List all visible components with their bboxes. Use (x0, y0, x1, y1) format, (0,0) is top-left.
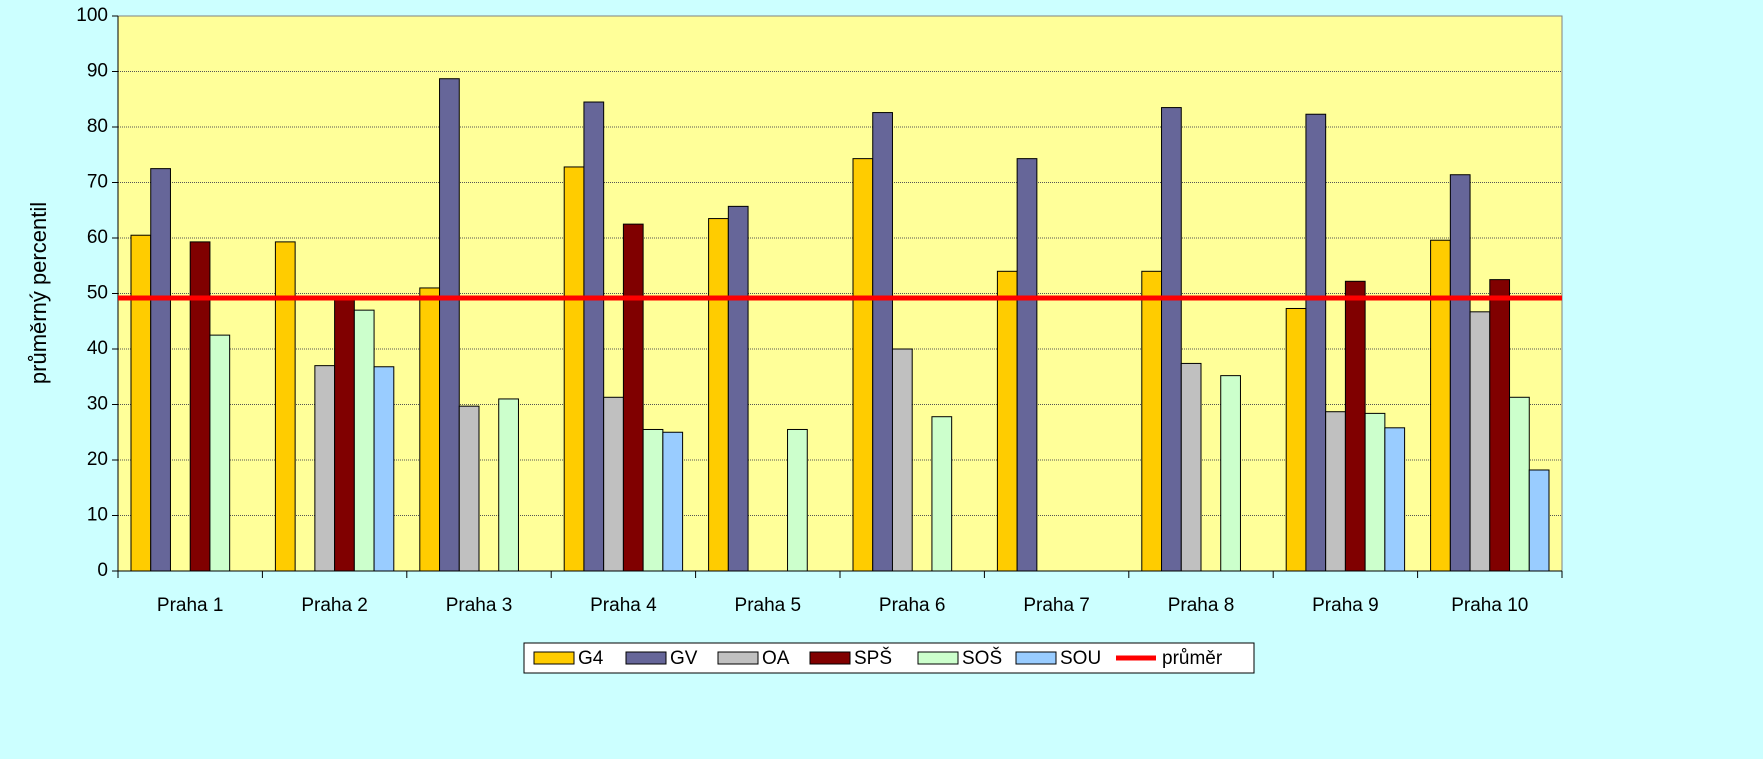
bar (1469, 311, 1491, 572)
bar (1344, 280, 1366, 572)
bar (150, 168, 171, 572)
bar (1528, 469, 1550, 572)
bar (373, 366, 395, 572)
x-tick-label: Praha 4 (590, 595, 657, 616)
y-tick-label: 10 (87, 505, 108, 526)
bar (563, 166, 585, 572)
bar (642, 428, 664, 572)
bar (1285, 307, 1307, 572)
legend-label: GV (670, 648, 698, 669)
y-tick-label: 60 (87, 227, 108, 248)
bar (603, 396, 624, 572)
legend-label: SOŠ (962, 647, 1002, 669)
bar (1489, 279, 1511, 572)
bar (931, 416, 953, 572)
legend-swatch (533, 651, 575, 665)
y-tick-label: 30 (87, 394, 108, 415)
bar (274, 241, 296, 572)
legend-swatch (917, 651, 959, 665)
y-tick-label: 20 (87, 449, 108, 470)
legend-label: SOU (1060, 648, 1101, 669)
bar (1161, 107, 1182, 572)
y-tick-label: 50 (87, 283, 108, 304)
bar (209, 334, 231, 572)
bar (334, 298, 355, 572)
bar (1449, 174, 1471, 572)
x-tick-label: Praha 9 (1312, 595, 1379, 616)
bar (130, 234, 152, 572)
bar (583, 101, 605, 572)
y-tick-label: 90 (87, 61, 108, 82)
bar (439, 78, 460, 572)
bar (852, 158, 874, 572)
bar (498, 398, 519, 572)
bar (708, 218, 729, 572)
bar (314, 365, 336, 572)
bar (1305, 113, 1327, 572)
x-tick-label: Praha 10 (1451, 595, 1528, 616)
legend-label: G4 (578, 648, 604, 669)
x-tick-label: Praha 7 (1023, 595, 1090, 616)
y-tick-label: 80 (87, 116, 108, 137)
bar (1016, 158, 1038, 572)
bar (662, 431, 684, 572)
bar (1509, 396, 1530, 572)
legend-swatch (1015, 651, 1057, 665)
bar (419, 287, 441, 572)
bar (1325, 411, 1346, 572)
bar (727, 205, 749, 572)
bar (787, 428, 808, 572)
y-tick-label: 0 (97, 560, 108, 581)
y-tick-label: 100 (76, 5, 108, 26)
y-tick-label: 40 (87, 338, 108, 359)
x-tick-label: Praha 2 (301, 595, 368, 616)
legend-swatch (809, 651, 851, 665)
legend-label: průměr (1162, 648, 1223, 669)
x-tick-label: Praha 8 (1168, 595, 1235, 616)
bar (996, 270, 1018, 572)
x-tick-label: Praha 1 (157, 595, 224, 616)
bar (872, 112, 893, 572)
bar (458, 405, 480, 572)
bar (189, 241, 211, 572)
legend-label: OA (762, 648, 790, 669)
x-tick-label: Praha 3 (446, 595, 513, 616)
y-axis-label: průměrný percentil (26, 202, 51, 384)
legend-swatch (625, 651, 667, 665)
bar (622, 223, 644, 572)
x-tick-label: Praha 6 (879, 595, 946, 616)
bar (891, 348, 913, 572)
bar (1141, 270, 1163, 572)
legend-label: SPŠ (854, 647, 892, 669)
bar (1364, 412, 1386, 572)
bar (1180, 362, 1202, 572)
bar (353, 309, 375, 572)
x-tick-label: Praha 5 (735, 595, 802, 616)
legend-swatch (717, 651, 759, 665)
y-tick-label: 70 (87, 172, 108, 193)
bar (1220, 375, 1241, 572)
bar (1430, 239, 1451, 572)
bar (1384, 427, 1406, 572)
